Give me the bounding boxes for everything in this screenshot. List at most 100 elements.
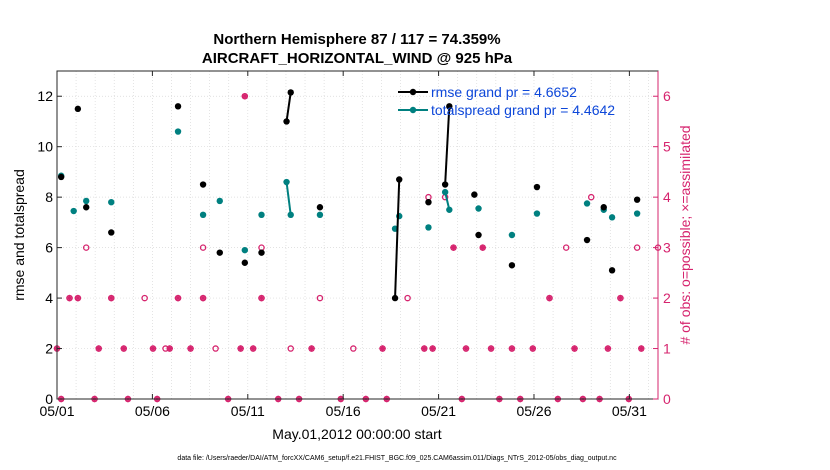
- y-left-tick-label: 12: [37, 88, 53, 104]
- obs-assimilated-point: [74, 294, 82, 302]
- obs-assimilated-stroke: [121, 345, 127, 352]
- grid: [57, 71, 658, 400]
- obs-assimilated-point: [237, 345, 244, 352]
- spread-point: [508, 231, 516, 239]
- plot-marks: [53, 89, 662, 403]
- obs-assimilated-point: [120, 345, 127, 352]
- rmse-point: [241, 259, 249, 266]
- y-left-tick-label: 6: [45, 240, 53, 256]
- rmse-point: [533, 183, 541, 191]
- obs-assimilated-point: [429, 345, 436, 352]
- obs-assimilated-point: [571, 345, 578, 352]
- obs-possible-point: [562, 244, 570, 251]
- obs-assimilated-stroke: [66, 295, 73, 301]
- obs-possible-point: [199, 244, 207, 251]
- chart-title-line1: Northern Hemisphere 87 / 117 = 74.359%: [213, 31, 500, 48]
- spread-point: [533, 210, 541, 217]
- obs-assimilated-stroke: [175, 295, 181, 301]
- y-right-tick-label: 3: [663, 240, 671, 256]
- rmse-point: [74, 105, 82, 113]
- obs-assimilated-point: [462, 345, 470, 352]
- x-tick-label: 05/16: [326, 403, 361, 419]
- spread-point: [608, 214, 616, 221]
- x-axis-label: May.01,2012 00:00:00 start: [272, 426, 442, 442]
- legend-rmse-marker: [409, 88, 417, 96]
- y-left-tick-label: 8: [45, 189, 53, 205]
- plot-frame: [56, 70, 659, 400]
- obs-assimilated-point: [479, 244, 486, 251]
- obs-possible-point: [82, 244, 90, 251]
- obs-assimilated-stroke: [617, 295, 624, 301]
- obs-possible-point: [141, 294, 148, 302]
- rmse-point: [83, 204, 90, 211]
- obs-possible-point: [212, 345, 219, 352]
- rmse-segment: [394, 179, 401, 299]
- rmse-point: [174, 103, 182, 110]
- rmse-segment: [444, 106, 451, 185]
- rmse-point: [108, 229, 115, 236]
- spread-point: [241, 246, 249, 254]
- rmse-segment: [285, 92, 292, 122]
- y-right-tick-label: 6: [663, 88, 671, 104]
- obs-possible-point: [587, 193, 595, 201]
- rmse-point: [583, 236, 591, 244]
- obs-assimilated-stroke: [250, 345, 256, 352]
- spread-segment: [285, 181, 292, 215]
- spread-point: [633, 210, 641, 217]
- obs-assimilated-stroke: [242, 93, 248, 99]
- y-axis-right-label: # of obs: o=possible; ×=assimilated: [677, 125, 693, 344]
- obs-assimilated-stroke: [75, 295, 81, 301]
- obs-assimilated-point: [258, 294, 265, 302]
- rmse-point: [57, 173, 65, 181]
- obs-assimilated-point: [604, 345, 612, 352]
- obs-assimilated-stroke: [108, 295, 114, 301]
- obs-assimilated-point: [199, 294, 207, 302]
- y-left-tick-label: 0: [45, 391, 53, 407]
- y-left-tick-label: 10: [37, 139, 53, 155]
- rmse-point: [391, 294, 399, 302]
- obs-assimilated-stroke: [509, 345, 515, 352]
- spread-point: [316, 211, 324, 219]
- x-tick-label: 05/06: [135, 403, 170, 419]
- obs-assimilated-stroke: [187, 345, 194, 352]
- spread-point: [475, 205, 482, 212]
- y-right-tick-label: 0: [663, 391, 671, 407]
- rmse-point: [446, 103, 453, 110]
- rmse-point: [199, 181, 207, 188]
- spread-point: [441, 188, 449, 196]
- spread-point: [287, 211, 294, 219]
- y-right-tick-label: 2: [663, 290, 671, 306]
- obs-assimilated-stroke: [308, 345, 315, 352]
- obs-assimilated-point: [508, 345, 516, 352]
- legend-spread-marker: [409, 106, 417, 114]
- obs-assimilated-stroke: [638, 345, 645, 352]
- rmse-point: [508, 262, 516, 269]
- obs-possible-point: [316, 294, 324, 302]
- rmse-point: [216, 249, 223, 256]
- obs-assimilated-stroke: [200, 295, 206, 301]
- rmse-point: [287, 89, 294, 96]
- obs-assimilated-point: [95, 345, 102, 352]
- obs-assimilated-stroke: [166, 345, 173, 352]
- obs-assimilated-point: [241, 93, 249, 100]
- obs-assimilated-point: [149, 345, 157, 352]
- spread-point: [83, 197, 90, 205]
- obs-assimilated-stroke: [237, 345, 244, 352]
- obs-assimilated-point: [379, 345, 386, 352]
- obs-assimilated-stroke: [96, 345, 102, 352]
- obs-assimilated-point: [66, 294, 73, 302]
- rmse-point: [475, 231, 482, 239]
- spread-point: [258, 211, 265, 219]
- legend-spread-label: totalspread grand pr = 4.4642: [431, 102, 615, 118]
- obs-assimilated-point: [638, 345, 645, 352]
- obs-assimilated-stroke: [450, 244, 457, 251]
- obs-assimilated-stroke: [421, 345, 427, 352]
- obs-assimilated-stroke: [379, 345, 386, 352]
- obs-assimilated-point: [174, 294, 182, 302]
- x-tick-label: 05/21: [421, 403, 456, 419]
- obs-assimilated-stroke: [605, 345, 611, 352]
- obs-assimilated-point: [187, 345, 194, 352]
- axis-ticks: 05/01 05/06 05/11 05/16 05/21 05/26 05/31 0 2 4 6 8…: [37, 71, 671, 419]
- obs-assimilated-point: [617, 294, 624, 302]
